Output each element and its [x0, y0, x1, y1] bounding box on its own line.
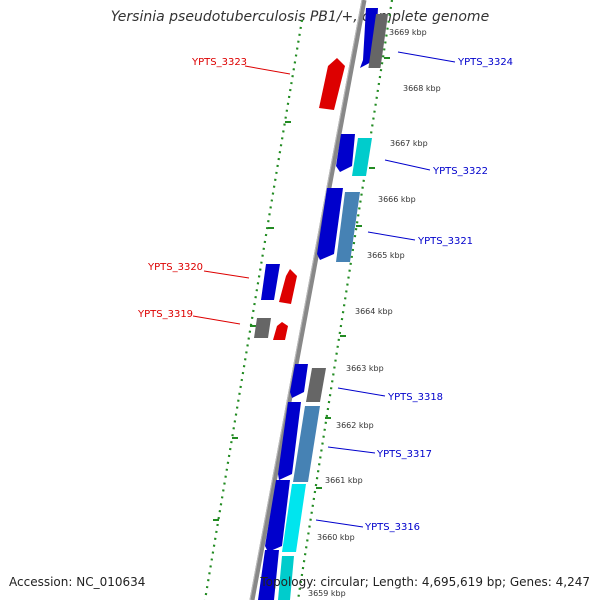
- backbone-line: [249, 0, 367, 600]
- kbp-tick-label: 3669 kbp: [389, 28, 427, 37]
- kbp-tick-label: 3667 kbp: [390, 139, 428, 148]
- gene-YPTS_3318b: [306, 368, 326, 402]
- gene-YPTS_3321b: [336, 192, 360, 262]
- kbp-tick-label: 3665 kbp: [367, 251, 405, 260]
- forward-genes: [258, 8, 389, 600]
- label-YPTS_3318: YPTS_3318: [387, 392, 443, 403]
- kbp-tick-label: 3659 kbp: [308, 589, 346, 598]
- genome-summary-text: Topology: circular; Length: 4,695,619 bp…: [260, 575, 590, 589]
- label-YPTS_3322: YPTS_3322: [432, 166, 488, 177]
- gene-tail-a: [258, 550, 279, 600]
- label-YPTS_3321: YPTS_3321: [417, 236, 473, 247]
- gene-YPTS_3323-arrow: [319, 58, 345, 110]
- gene-label-lines: [192, 51, 456, 528]
- gene-YPTS_3320-arrow: [279, 269, 297, 304]
- accession-text: Accession: NC_010634: [9, 575, 146, 589]
- ring-tick-marks: [213, 57, 390, 521]
- label-YPTS_3316: YPTS_3316: [364, 522, 420, 533]
- kbp-tick-label: 3661 kbp: [325, 476, 363, 485]
- label-YPTS_3320: YPTS_3320: [147, 262, 203, 273]
- map-title: Yersinia pseudotuberculosis PB1/+, compl…: [110, 9, 490, 25]
- kbp-tick-label: 3663 kbp: [346, 364, 384, 373]
- kbp-tick-label: 3668 kbp: [403, 84, 441, 93]
- kbp-tick-label: 3666 kbp: [378, 195, 416, 204]
- gene-labels: YPTS_3324 YPTS_3322 YPTS_3321 YPTS_3318 …: [137, 57, 513, 533]
- kbp-labels: 3669 kbp 3668 kbp 3667 kbp 3666 kbp 3665 kbp…: [308, 28, 441, 598]
- gene-YPTS_3316b: [282, 484, 306, 552]
- kbp-tick-label: 3664 kbp: [355, 307, 393, 316]
- gene-YPTS_3319-arrow: [273, 322, 288, 340]
- gene-YPTS_3320a: [261, 264, 280, 300]
- kbp-tick-label: 3662 kbp: [336, 421, 374, 430]
- gene-YPTS_3317-arrow: [278, 402, 301, 480]
- backbone-highlight: [249, 0, 363, 600]
- kbp-tick-label: 3660 kbp: [317, 533, 355, 542]
- reverse-genes: [254, 58, 345, 340]
- gene-YPTS_3316-arrow: [265, 480, 290, 552]
- gene-tail-b: [278, 556, 294, 600]
- inner-dotted-ring: [203, 19, 304, 600]
- label-YPTS_3323: YPTS_3323: [191, 57, 247, 68]
- label-YPTS_3324: YPTS_3324: [457, 57, 513, 68]
- gene-YPTS_3318-arrow: [290, 364, 308, 398]
- gene-YPTS_3319a: [254, 318, 271, 338]
- gene-YPTS_3324b: [368, 14, 389, 68]
- gene-YPTS_3322-arrow: [336, 134, 355, 172]
- gene-YPTS_3322b: [352, 138, 372, 176]
- gene-YPTS_3317b: [293, 406, 320, 482]
- label-YPTS_3317: YPTS_3317: [376, 449, 432, 460]
- gene-YPTS_3321-arrow: [317, 188, 343, 260]
- label-YPTS_3319: YPTS_3319: [137, 309, 193, 320]
